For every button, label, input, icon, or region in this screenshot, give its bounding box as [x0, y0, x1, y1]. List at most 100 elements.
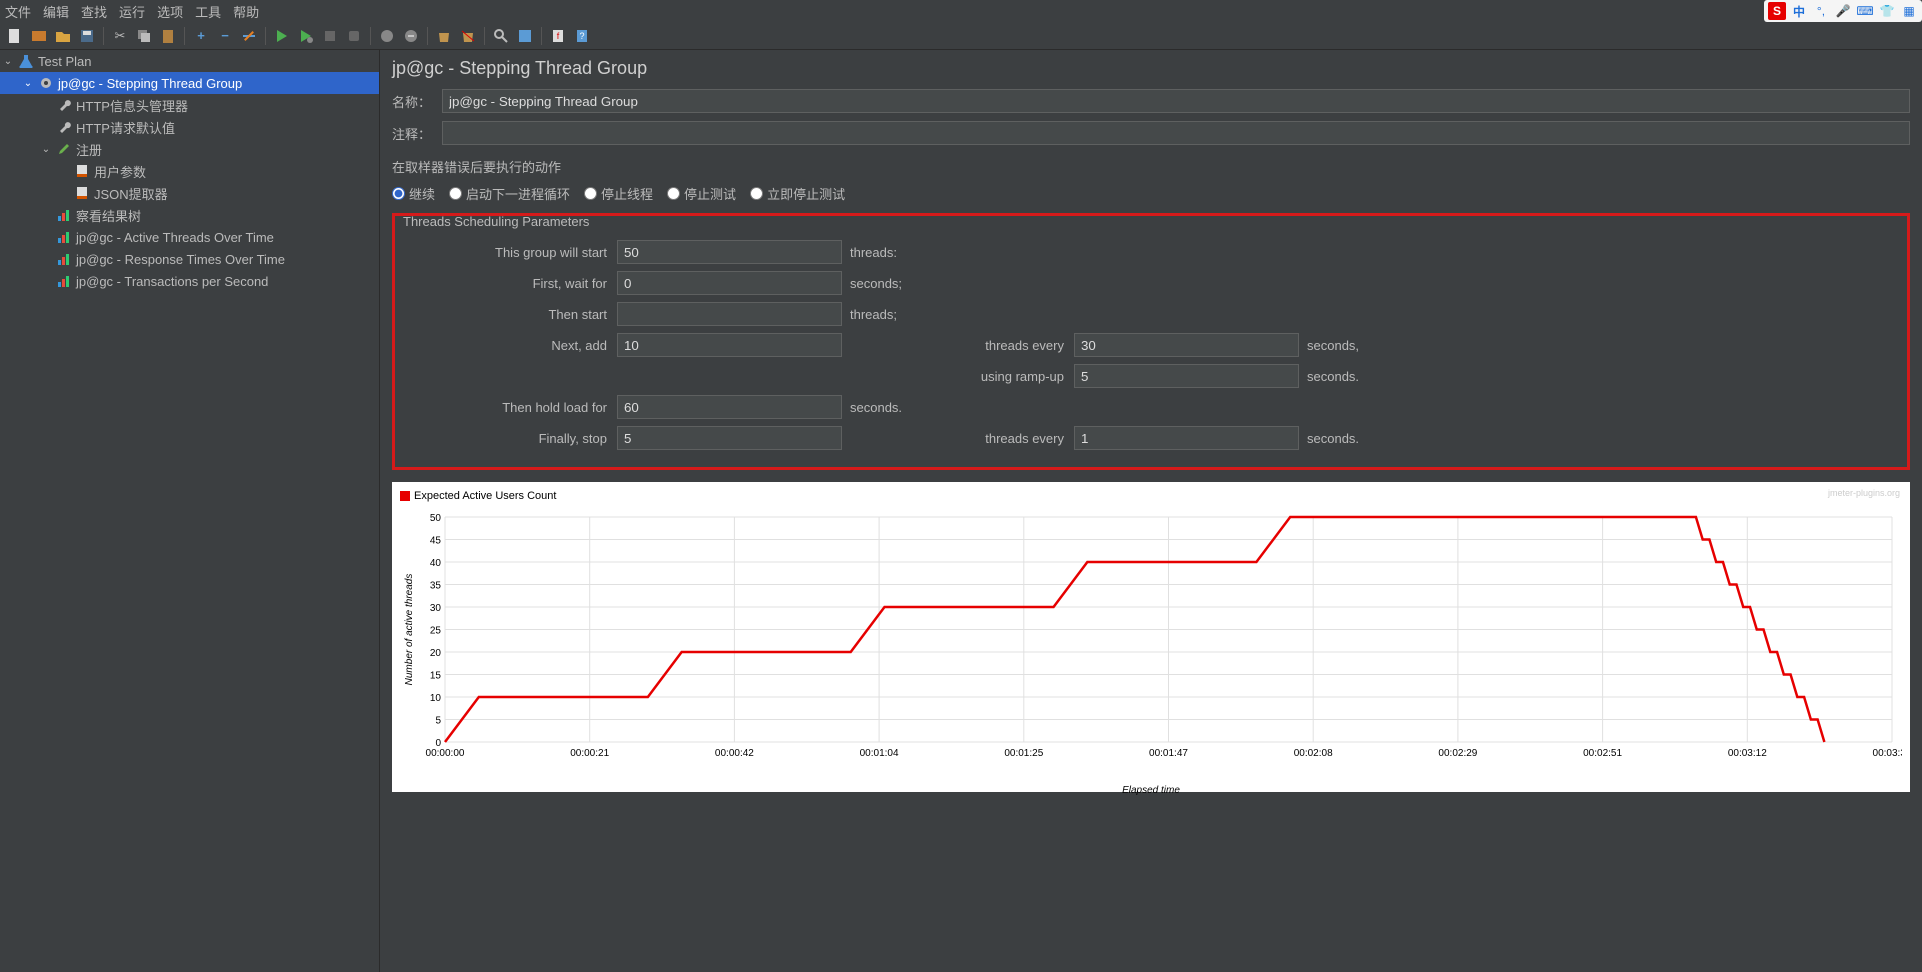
ime-grid-icon[interactable]: ▦ [1900, 2, 1918, 20]
chart-legend: Expected Active Users Count [400, 490, 1902, 502]
radio-input[interactable] [667, 187, 680, 200]
save-icon[interactable] [77, 26, 97, 46]
caret-icon[interactable]: ⌄ [40, 144, 52, 155]
menu-tools[interactable]: 工具 [195, 2, 221, 21]
param-input[interactable] [1074, 364, 1299, 388]
run-no-pause-icon[interactable] [296, 26, 316, 46]
function-helper-icon[interactable]: f [548, 26, 568, 46]
caret-icon[interactable]: ⌄ [22, 78, 34, 89]
tree-item-label: jp@gc - Active Threads Over Time [76, 230, 274, 245]
cut-icon[interactable]: ✂ [110, 26, 130, 46]
tree-item[interactable]: jp@gc - Transactions per Second [0, 270, 379, 292]
tree-item[interactable]: JSON提取器 [0, 182, 379, 204]
menu-file[interactable]: 文件 [5, 2, 31, 21]
tree-item[interactable]: jp@gc - Response Times Over Time [0, 248, 379, 270]
search-icon[interactable] [491, 26, 511, 46]
param-label: Then hold load for [403, 400, 613, 415]
error-action-radios: 继续启动下一进程循环停止线程停止测试 立即停止测试 [392, 184, 1910, 203]
param-input[interactable] [617, 302, 842, 326]
shutdown-icon[interactable] [344, 26, 364, 46]
radio-option[interactable]: 启动下一进程循环 [449, 184, 570, 203]
radio-option[interactable]: 立即停止测试 [750, 184, 845, 203]
param-row: This group will startthreads: [403, 240, 1899, 264]
tree-item[interactable]: ⌄ 注册 [0, 138, 379, 160]
clear-all-icon[interactable] [458, 26, 478, 46]
radio-label: 立即停止测试 [767, 184, 845, 203]
radio-input[interactable] [449, 187, 462, 200]
tree-root[interactable]: ⌄ Test Plan [0, 50, 379, 72]
tree-panel: ⌄ Test Plan ⌄ jp@gc - Stepping Thread Gro… [0, 50, 380, 972]
param-input[interactable] [617, 426, 842, 450]
ime-lang-icon[interactable]: 中 [1790, 2, 1808, 20]
svg-text:00:01:25: 00:01:25 [1004, 748, 1043, 759]
param-input[interactable] [617, 395, 842, 419]
tree-item-label: 察看结果树 [76, 206, 141, 225]
tree-item-label: jp@gc - Stepping Thread Group [58, 76, 242, 91]
comment-input[interactable] [442, 121, 1910, 145]
remote-start-icon[interactable] [377, 26, 397, 46]
help-icon[interactable]: ? [572, 26, 592, 46]
radio-option[interactable]: 继续 [392, 184, 435, 203]
name-input[interactable] [442, 89, 1910, 113]
svg-text:35: 35 [430, 581, 442, 592]
param-label: Next, add [403, 338, 613, 353]
tree-item[interactable]: jp@gc - Active Threads Over Time [0, 226, 379, 248]
chart-s-icon [56, 207, 72, 223]
error-action-label: 在取样器错误后要执行的动作 [392, 157, 1910, 176]
pipette-icon [56, 141, 72, 157]
radio-option[interactable]: 停止测试 [667, 184, 736, 203]
run-icon[interactable] [272, 26, 292, 46]
ime-punct-icon[interactable]: °, [1812, 2, 1830, 20]
stop-icon[interactable] [320, 26, 340, 46]
ime-skin-icon[interactable]: 👕 [1878, 2, 1896, 20]
open-icon[interactable] [53, 26, 73, 46]
menu-edit[interactable]: 编辑 [43, 2, 69, 21]
paste-icon[interactable] [158, 26, 178, 46]
ime-keyboard-icon[interactable]: ⌨ [1856, 2, 1874, 20]
ime-mic-icon[interactable]: 🎤 [1834, 2, 1852, 20]
toggle-icon[interactable] [239, 26, 259, 46]
radio-option[interactable]: 停止线程 [584, 184, 653, 203]
svg-text:?: ? [579, 31, 584, 41]
doc-icon [74, 185, 90, 201]
remote-stop-icon[interactable] [401, 26, 421, 46]
tree-item-label: 用户参数 [94, 162, 146, 181]
tree-item[interactable]: 察看结果树 [0, 204, 379, 226]
clear-icon[interactable] [434, 26, 454, 46]
tree-item[interactable]: HTTP信息头管理器 [0, 94, 379, 116]
gear-icon [38, 75, 54, 91]
tree-item[interactable]: HTTP请求默认值 [0, 116, 379, 138]
menu-run[interactable]: 运行 [119, 2, 145, 21]
param-input[interactable] [617, 240, 842, 264]
svg-text:50: 50 [430, 513, 442, 524]
menu-options[interactable]: 选项 [157, 2, 183, 21]
param-input[interactable] [617, 333, 842, 357]
expand-icon[interactable]: + [191, 26, 211, 46]
copy-icon[interactable] [134, 26, 154, 46]
legend-label: Expected Active Users Count [414, 490, 556, 502]
param-input[interactable] [1074, 333, 1299, 357]
param-row: Then startthreads; [403, 302, 1899, 326]
param-input[interactable] [617, 271, 842, 295]
reset-search-icon[interactable] [515, 26, 535, 46]
param-input[interactable] [1074, 426, 1299, 450]
radio-input[interactable] [750, 187, 763, 200]
menu-search[interactable]: 查找 [81, 2, 107, 21]
templates-icon[interactable] [29, 26, 49, 46]
param-unit: seconds. [1303, 431, 1383, 446]
param-label: This group will start [403, 245, 613, 260]
tree-item[interactable]: 用户参数 [0, 160, 379, 182]
ime-logo-icon[interactable]: S [1768, 2, 1786, 20]
radio-input[interactable] [392, 187, 405, 200]
radio-input[interactable] [584, 187, 597, 200]
menu-help[interactable]: 帮助 [233, 2, 259, 21]
tree-item[interactable]: ⌄ jp@gc - Stepping Thread Group [0, 72, 379, 94]
collapse-icon[interactable]: − [215, 26, 235, 46]
new-icon[interactable] [5, 26, 25, 46]
tree-item-label: 注册 [76, 140, 102, 159]
param-row: First, wait forseconds; [403, 271, 1899, 295]
svg-text:25: 25 [430, 626, 442, 637]
svg-text:00:03:34: 00:03:34 [1873, 748, 1902, 759]
caret-icon[interactable]: ⌄ [2, 56, 14, 67]
tree-item-label: jp@gc - Transactions per Second [76, 274, 268, 289]
